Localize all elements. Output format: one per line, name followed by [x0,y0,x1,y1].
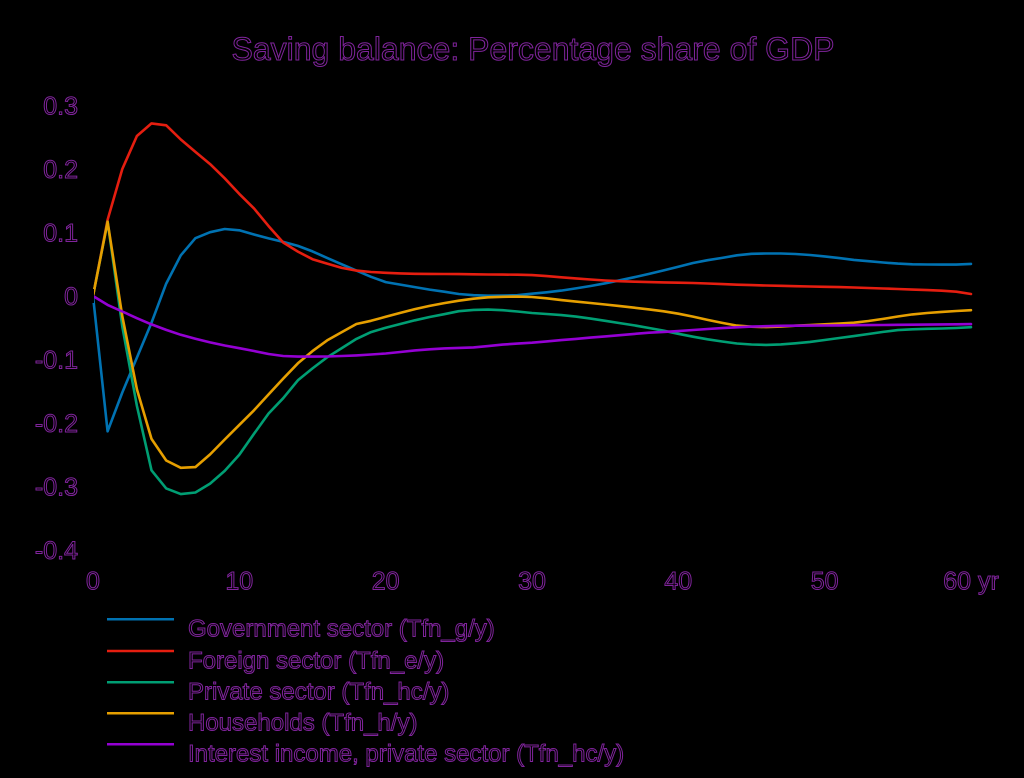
svg-text:Households (Tfn_h/y): Households (Tfn_h/y) [188,710,417,737]
svg-text:30: 30 [518,568,546,596]
svg-text:Private sector (Tfn_hc/y): Private sector (Tfn_hc/y) [188,679,449,706]
svg-text:Saving balance: Percentage sha: Saving balance: Percentage share of GDP [231,31,834,67]
svg-text:40: 40 [664,568,692,596]
svg-text:-0.3: -0.3 [35,474,78,502]
svg-text:0: 0 [86,568,100,596]
svg-text:50: 50 [811,568,839,596]
svg-text:20: 20 [372,568,400,596]
svg-text:10: 10 [225,568,253,596]
svg-text:-0.1: -0.1 [35,347,78,375]
svg-text:0.3: 0.3 [43,93,78,121]
svg-text:Government sector (Tfn_g/y): Government sector (Tfn_g/y) [188,616,495,643]
svg-text:60 yr: 60 yr [943,568,999,596]
svg-text:-0.4: -0.4 [35,537,78,565]
svg-text:-0.2: -0.2 [35,410,78,438]
svg-text:0: 0 [64,283,78,311]
svg-text:0.1: 0.1 [43,220,78,248]
svg-text:0.2: 0.2 [43,156,78,184]
svg-text:Foreign sector (Tfn_e/y): Foreign sector (Tfn_e/y) [188,647,444,674]
svg-text:Interest income, private secto: Interest income, private sector (Tfn_hc/… [188,741,624,768]
